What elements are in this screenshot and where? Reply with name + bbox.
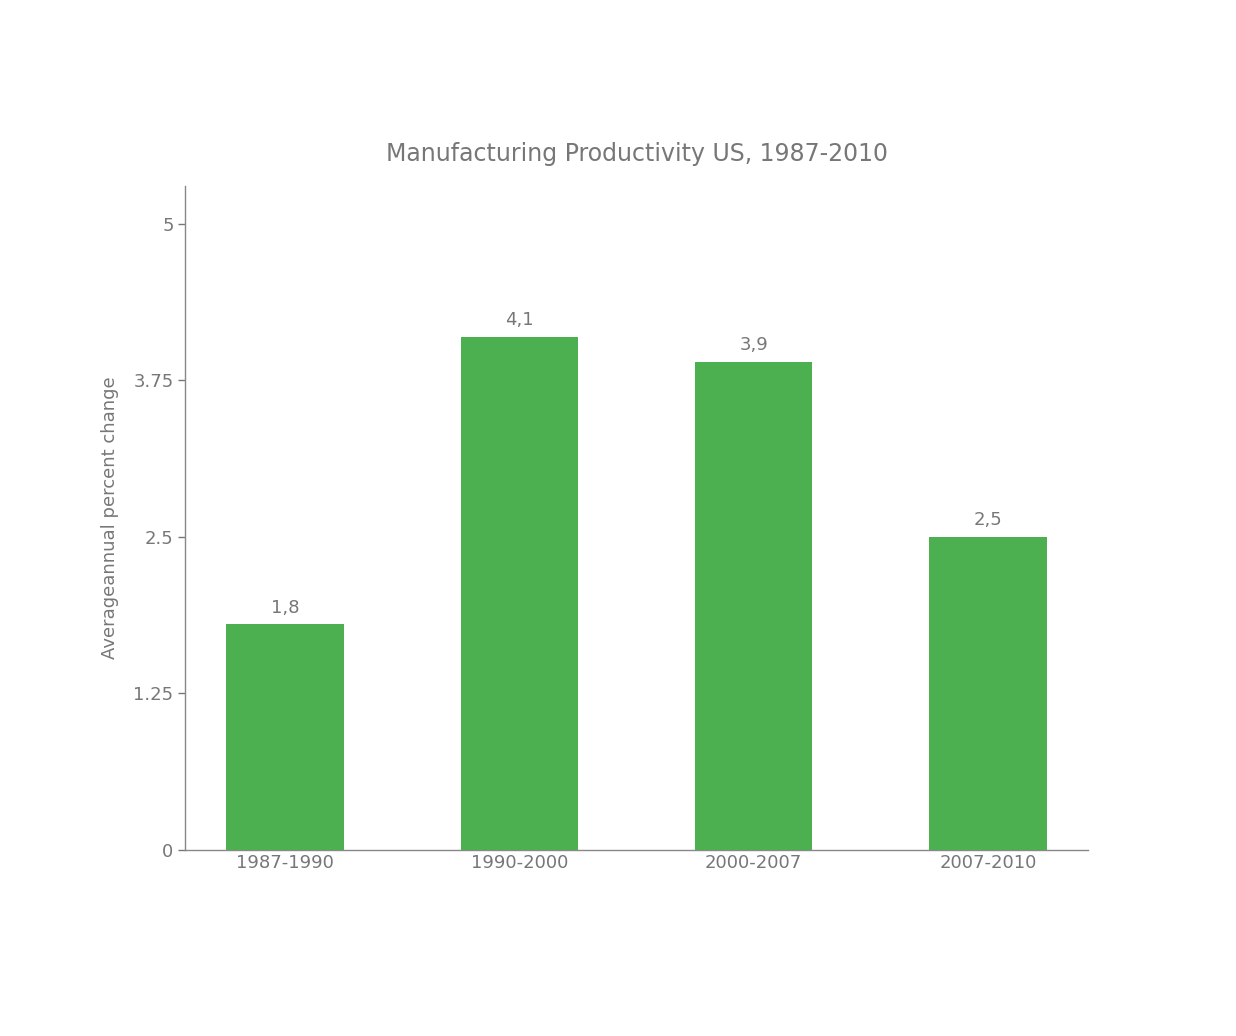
Y-axis label: Averageannual percent change: Averageannual percent change	[101, 377, 120, 659]
Bar	[461, 337, 578, 850]
Text: 2,5: 2,5	[974, 511, 1002, 529]
Bar	[695, 362, 812, 850]
Title: Manufacturing Productivity US, 1987-2010: Manufacturing Productivity US, 1987-2010	[386, 143, 887, 167]
Text: 3,9: 3,9	[739, 336, 768, 354]
Bar	[226, 625, 344, 850]
Text: 4,1: 4,1	[506, 311, 534, 329]
Text: 1,8: 1,8	[271, 599, 299, 616]
Bar	[929, 537, 1047, 850]
